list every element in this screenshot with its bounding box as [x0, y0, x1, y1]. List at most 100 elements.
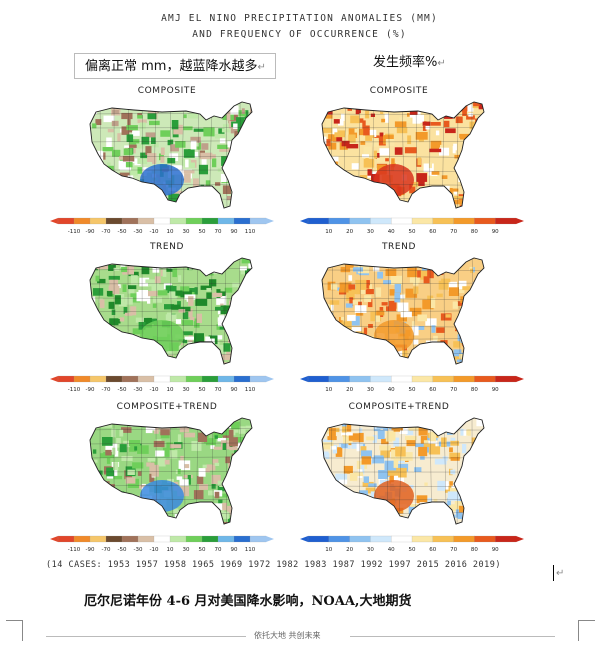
anomaly-colorbar-swatch — [201, 217, 219, 225]
anomaly-colorbar-tick-label: 110 — [245, 229, 256, 235]
anomaly-colorbar-tick-label: -110 — [68, 547, 81, 553]
frequency-colorbar-swatch — [370, 535, 392, 543]
anomaly-colorbar-swatch — [57, 535, 75, 543]
anomaly-colorbar-tick-label: 90 — [231, 547, 238, 553]
panel-label-anomaly-composite: COMPOSITE — [137, 86, 197, 96]
frequency-colorbar-tick-label: 20 — [346, 229, 353, 235]
frequency-colorbar-swatch — [307, 535, 330, 543]
anomaly-colorbar-tick-label: -10 — [150, 387, 159, 393]
frequency-colorbar-swatch — [474, 375, 496, 383]
frequency-colorbar-tick-label: 20 — [346, 547, 353, 553]
anomaly-colorbar-tick-label: -30 — [134, 547, 143, 553]
footer-rule-left — [46, 636, 246, 637]
anomaly-colorbar-swatch — [185, 217, 203, 225]
frequency-colorbar-tick-label: 40 — [388, 387, 395, 393]
frequency-colorbar-swatch — [495, 375, 517, 383]
anomaly-colorbar-swatch — [249, 375, 267, 383]
map-anomaly-composite-trend: COMPOSITE+TREND — [78, 400, 256, 528]
frequency-colorbar-tick-label: 40 — [388, 547, 395, 553]
frequency-colorbar-tick-label: 10 — [325, 387, 332, 393]
cases-list: (14 CASES: 1953 1957 1958 1965 1969 1972… — [46, 560, 502, 570]
frequency-colorbar-swatch — [370, 217, 392, 225]
anomaly-colorbar-swatch — [57, 375, 75, 383]
anomaly-colorbar-right-arrow — [266, 376, 274, 382]
frequency-colorbar-swatch — [328, 375, 350, 383]
panel-label-frequency-composite-trend: COMPOSITE+TREND — [348, 402, 450, 412]
anomaly-colorbar-tick-label: 30 — [183, 387, 190, 393]
anomaly-colorbar-tick-label: -30 — [134, 387, 143, 393]
anomaly-colorbar-swatch — [73, 217, 91, 225]
frequency-colorbar-tick-label: 50 — [409, 387, 416, 393]
frequency-colorbar-tick-label: 90 — [492, 547, 499, 553]
anomaly-colorbar-swatch — [233, 217, 251, 225]
anomaly-colorbar-swatch — [105, 217, 123, 225]
anomaly-colorbar-tick-label: -10 — [150, 547, 159, 553]
map-frequency-composite: COMPOSITE — [310, 84, 488, 212]
anomaly-colorbar-tick-label: 10 — [167, 547, 174, 553]
frequency-colorbar-tick-label: 30 — [367, 229, 374, 235]
frequency-colorbar-swatch — [307, 375, 330, 383]
us-map-frequency-composite — [321, 101, 485, 209]
anomaly-colorbar-tick-label: 50 — [199, 229, 206, 235]
anomaly-colorbar-tick-label: 10 — [167, 387, 174, 393]
anomaly-colorbar-swatch — [89, 217, 107, 225]
anomaly-colorbar-tick-label: 30 — [183, 229, 190, 235]
anomaly-colorbar-tick-label: 30 — [183, 547, 190, 553]
frequency-colorbar-swatch — [495, 217, 517, 225]
frequency-colorbar-tick-label: 80 — [471, 387, 478, 393]
frequency-colorbar-swatch — [349, 217, 371, 225]
frequency-colorbar-left-arrow — [300, 536, 308, 542]
frequency-colorbar-tick-label: 70 — [450, 387, 457, 393]
colorbar-frequency-2: 10 20 30 40 50 60 70 80 90 — [298, 374, 526, 394]
frequency-colorbar-swatch — [432, 375, 455, 383]
anomaly-colorbar-swatch — [249, 217, 267, 225]
anomaly-colorbar-swatch — [121, 217, 139, 225]
frequency-colorbar-tick-label: 90 — [492, 387, 499, 393]
anomaly-colorbar-swatch — [73, 375, 91, 383]
frequency-colorbar-swatch — [370, 375, 392, 383]
anomaly-colorbar-tick-label: -70 — [102, 387, 111, 393]
anomaly-colorbar-swatch — [57, 217, 75, 225]
anomaly-colorbar-swatch — [105, 535, 123, 543]
frequency-colorbar-tick-label: 10 — [325, 229, 332, 235]
map-frequency-composite-trend: COMPOSITE+TREND — [310, 400, 488, 528]
anomaly-colorbar-swatch — [217, 217, 235, 225]
panel-label-frequency-composite: COMPOSITE — [369, 86, 429, 96]
frequency-colorbar-tick-label: 40 — [388, 229, 395, 235]
frequency-colorbar-swatch — [328, 535, 350, 543]
anomaly-colorbar-left-arrow — [50, 536, 58, 542]
us-map-anomaly-composite-trend — [89, 417, 253, 525]
colorbar-anomaly-2: -110 -90 -70 -50 -30 -10 10 30 50 70 90 110 — [48, 374, 276, 394]
anomaly-colorbar-tick-label: -30 — [134, 229, 143, 235]
anomaly-colorbar-swatch — [217, 535, 235, 543]
frequency-colorbar-swatch — [391, 535, 413, 543]
anomaly-colorbar-tick-label: 70 — [215, 387, 222, 393]
anomaly-colorbar-swatch — [121, 375, 139, 383]
colorbar-anomaly-3: -110 -90 -70 -50 -30 -10 10 30 50 70 90 110 — [48, 534, 276, 554]
anomaly-colorbar-swatch — [185, 535, 203, 543]
frequency-colorbar-tick-label: 10 — [325, 547, 332, 553]
anomaly-colorbar-tick-label: -50 — [118, 547, 127, 553]
anomaly-colorbar-swatch — [153, 535, 171, 543]
anomaly-colorbar-swatch — [105, 375, 123, 383]
frequency-colorbar-tick-label: 60 — [429, 229, 436, 235]
frequency-colorbar-left-arrow — [300, 376, 308, 382]
document-title-line-2: AND FREQUENCY OF OCCURRENCE (%) — [192, 29, 407, 40]
anomaly-colorbar-tick-label: 50 — [199, 547, 206, 553]
frequency-colorbar-swatch — [495, 535, 517, 543]
colorbar-frequency-3: 10 20 30 40 50 60 70 80 90 — [298, 534, 526, 554]
anomaly-colorbar-swatch — [169, 217, 187, 225]
anomaly-colorbar-swatch — [217, 375, 235, 383]
frequency-colorbar-tick-label: 60 — [429, 387, 436, 393]
anomaly-colorbar-right-arrow — [266, 218, 274, 224]
frequency-colorbar-swatch — [411, 217, 434, 225]
frequency-colorbar-right-arrow — [516, 536, 524, 542]
anomaly-colorbar-tick-label: 90 — [231, 229, 238, 235]
paragraph-mark-icon: ↵ — [437, 58, 446, 69]
page-corner-mark-left — [6, 620, 23, 641]
anomaly-colorbar-tick-label: -50 — [118, 387, 127, 393]
us-map-anomaly-trend — [89, 257, 253, 365]
anomaly-colorbar-tick-label: 110 — [245, 387, 256, 393]
note-anomaly-explanation: 偏离正常 mm，越蓝降水越多↵ — [74, 53, 276, 79]
document-title-line-1: AMJ EL NINO PRECIPITATION ANOMALIES (MM) — [161, 13, 438, 24]
